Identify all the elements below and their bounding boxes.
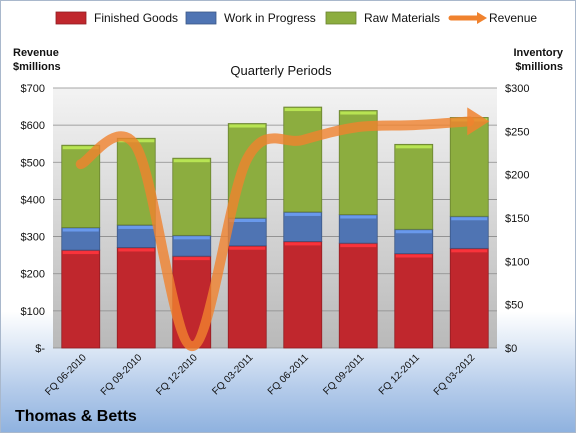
x-tick-label: FQ 09-2011	[321, 352, 366, 397]
bar-work-in-progress	[449, 215, 489, 249]
bar-highlight	[284, 108, 321, 112]
bar-highlight	[173, 159, 210, 163]
right-axis-ticks: $0 $50 $100 $150 $200 $250 $300	[505, 83, 529, 355]
bar-raw-materials	[172, 157, 212, 236]
legend-swatch-raw-materials	[325, 11, 357, 25]
legend-swatch-arrowhead	[477, 12, 487, 24]
bar-highlight	[340, 215, 377, 219]
right-tick-label: $0	[505, 343, 517, 355]
left-tick-label: $200	[21, 269, 45, 281]
bar-highlight	[284, 242, 321, 246]
plot-title: Quarterly Periods	[230, 63, 332, 78]
revenue-line	[75, 116, 475, 352]
company-name: Thomas & Betts	[15, 408, 137, 425]
right-axis-title-line1: Inventory	[513, 47, 563, 59]
bar-finished-goods	[449, 247, 489, 349]
bar-highlight	[340, 111, 377, 115]
bar-highlight	[62, 228, 99, 232]
bar-highlight	[118, 225, 155, 229]
right-tick-label: $200	[505, 170, 529, 182]
bar-highlight	[229, 246, 266, 250]
legend-label: Finished Goods	[94, 11, 178, 25]
bar-highlight	[62, 251, 99, 255]
bar-highlight	[395, 145, 432, 149]
bar-work-in-progress	[338, 214, 378, 244]
x-axis-ticks: FQ 06-2010 FQ 09-2010 FQ 12-2010 FQ 03-2011…	[43, 352, 477, 398]
bar-finished-goods	[116, 247, 156, 349]
right-axis-title-line2: $millions	[515, 61, 563, 73]
legend-label: Revenue	[489, 11, 537, 25]
bar-highlight	[62, 146, 99, 150]
x-tick-label: FQ 06-2010	[43, 352, 89, 398]
bar-highlight	[451, 217, 488, 221]
legend-swatch-work-in-progress	[185, 11, 217, 25]
bar-highlight	[229, 219, 266, 222]
bar-highlight	[173, 257, 210, 261]
bar-highlight	[395, 230, 432, 234]
bar-highlight	[340, 244, 377, 248]
left-tick-label: $100	[21, 306, 45, 318]
right-tick-label: $300	[505, 83, 529, 95]
left-tick-label: $600	[21, 120, 45, 132]
left-axis-ticks: $- $100 $200 $300 $400 $500 $600 $700	[21, 83, 46, 355]
right-tick-label: $250	[505, 126, 529, 138]
left-axis-title-line2: $millions	[13, 61, 61, 73]
x-tick-label: FQ 06-2011	[266, 352, 311, 397]
bar-finished-goods	[283, 240, 323, 349]
bar-finished-goods	[61, 249, 101, 349]
bar-finished-goods	[227, 245, 267, 349]
bar-raw-materials	[283, 106, 323, 213]
bar-finished-goods	[338, 242, 378, 349]
right-tick-label: $50	[505, 300, 523, 312]
x-tick-label: FQ 03-2012	[432, 352, 478, 398]
left-axis-title-line1: Revenue	[13, 47, 59, 59]
left-tick-label: $700	[21, 83, 45, 95]
x-tick-label: FQ 12-2011	[377, 352, 422, 397]
left-tick-label: $400	[21, 194, 45, 206]
left-tick-label: $300	[21, 232, 45, 244]
legend: Finished Goods Work in Progress Raw Materi…	[55, 11, 537, 25]
bar-highlight	[284, 212, 321, 216]
legend-label: Work in Progress	[224, 11, 316, 25]
left-tick-label: $500	[21, 157, 45, 169]
bar-finished-goods	[394, 253, 434, 349]
bar-highlight	[395, 254, 432, 258]
revenue-arrowhead	[467, 107, 490, 136]
bar-work-in-progress	[227, 217, 267, 247]
x-tick-label: FQ 03-2011	[210, 352, 255, 397]
right-tick-label: $100	[505, 256, 529, 268]
bar-highlight	[229, 124, 266, 128]
right-tick-label: $150	[505, 213, 529, 225]
left-tick-label: $-	[35, 343, 45, 355]
bar-work-in-progress	[283, 211, 323, 242]
x-tick-label: FQ 09-2010	[99, 352, 145, 398]
revenue-line-series	[75, 107, 490, 352]
bar-raw-materials	[394, 143, 434, 230]
bar-highlight	[173, 236, 210, 240]
legend-swatch-finished-goods	[55, 11, 87, 25]
bar-highlight	[118, 248, 155, 252]
bar-highlight	[451, 249, 488, 253]
legend-label: Raw Materials	[364, 11, 440, 25]
x-tick-label: FQ 12-2010	[154, 352, 200, 398]
